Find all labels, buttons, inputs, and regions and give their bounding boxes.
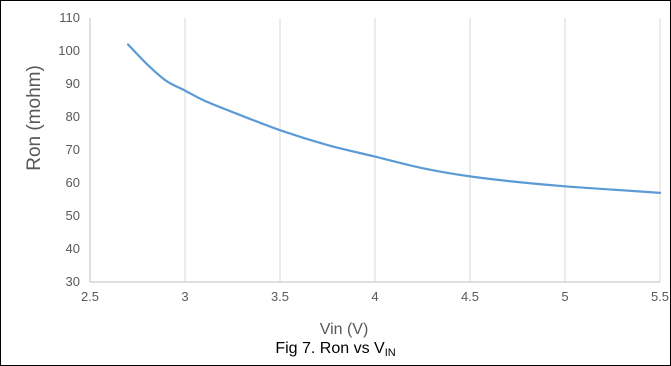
figure-caption: Fig 7. Ron vs VIN	[0, 340, 671, 359]
y-tick-label: 100	[58, 43, 80, 58]
grid-lines	[184, 18, 661, 282]
y-tick-label: 110	[59, 10, 80, 25]
y-tick-label: 80	[66, 109, 80, 124]
series	[126, 43, 662, 194]
x-axis-title: Vin (V)	[320, 321, 369, 338]
x-tick-label: 4.5	[461, 289, 479, 304]
y-axis-title: Ron (mohm)	[24, 65, 45, 171]
x-tick-label: 4	[371, 289, 378, 304]
y-tick-label: 70	[66, 142, 80, 157]
y-tick-label: 30	[66, 274, 80, 289]
y-tick-label: 50	[66, 208, 80, 223]
x-tick-label: 5.5	[651, 289, 669, 304]
x-tick-label: 3.5	[271, 289, 289, 304]
ron-series-line	[126, 43, 662, 194]
x-tick-label: 3	[181, 289, 188, 304]
x-tick-label: 5	[561, 289, 568, 304]
y-tick-label: 40	[66, 241, 80, 256]
figure-caption-subscript: IN	[384, 347, 396, 359]
x-tick-label: 2.5	[81, 289, 99, 304]
y-tick-label: 60	[66, 175, 80, 190]
axes	[89, 18, 660, 283]
y-tick-label: 90	[66, 76, 80, 91]
x-tick-labels: 2.5 3 3.5 4 4.5 5 5.5	[81, 289, 669, 304]
y-tick-labels: 30 40 50 60 70 80 90 100 110	[58, 10, 80, 289]
figure-caption-text: Fig 7. Ron vs V	[275, 340, 385, 357]
